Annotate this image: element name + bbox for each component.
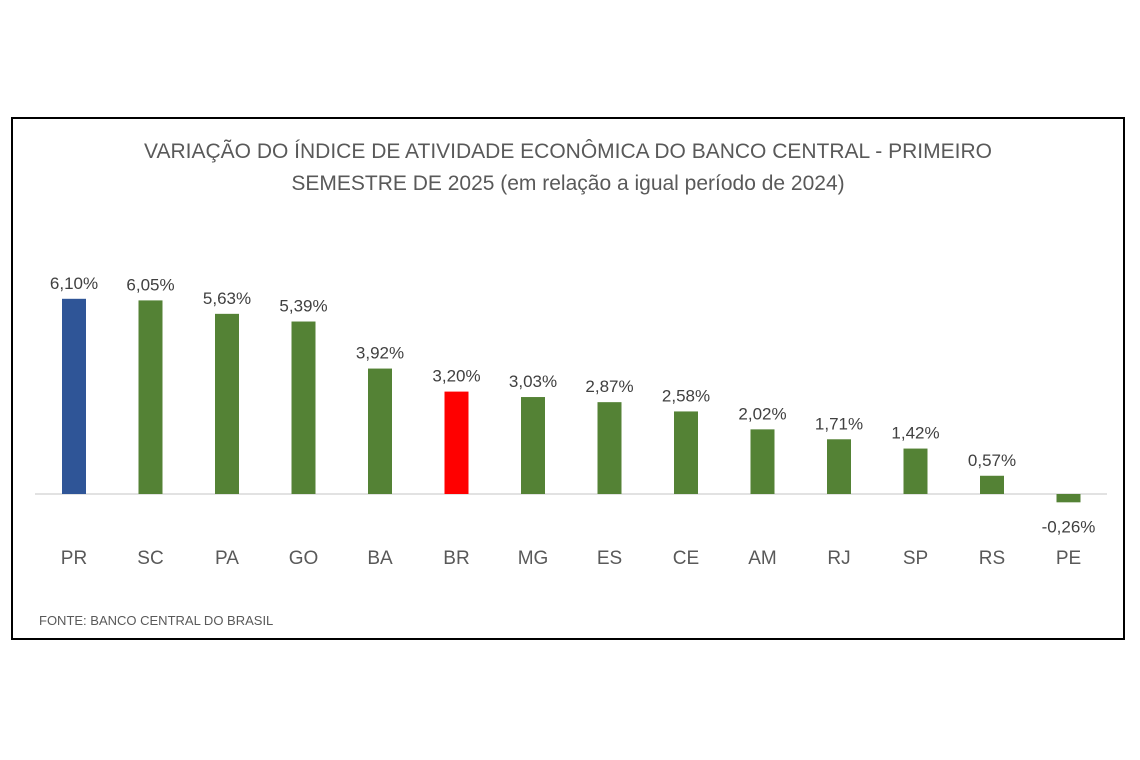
bar-es xyxy=(597,402,622,494)
chart-source: FONTE: BANCO CENTRAL DO BRASIL xyxy=(39,613,274,628)
x-tick-label-mg: MG xyxy=(518,548,549,569)
x-tick-label-pa: PA xyxy=(215,548,239,569)
data-label-br: 3,20% xyxy=(432,367,480,386)
bar-am xyxy=(750,429,775,494)
bar-ba xyxy=(368,368,392,494)
bar-pe xyxy=(1056,494,1081,503)
x-tick-label-es: ES xyxy=(597,548,622,569)
chart-title-line-1: VARIAÇÃO DO ÍNDICE DE ATIVIDADE ECONÔMIC… xyxy=(144,140,992,163)
bar-pa xyxy=(215,313,239,494)
x-tick-label-pr: PR xyxy=(61,548,87,569)
x-tick-label-rs: RS xyxy=(979,548,1005,569)
x-tick-label-am: AM xyxy=(748,548,777,569)
bar-ce xyxy=(674,411,698,494)
bar-pr xyxy=(62,298,86,494)
chart-frame: VARIAÇÃO DO ÍNDICE DE ATIVIDADE ECONÔMIC… xyxy=(11,117,1125,640)
data-label-am: 2,02% xyxy=(738,404,786,423)
chart-title: VARIAÇÃO DO ÍNDICE DE ATIVIDADE ECONÔMIC… xyxy=(13,136,1123,200)
bar-mg xyxy=(521,397,545,494)
data-label-ce: 2,58% xyxy=(662,386,710,405)
x-tick-label-pe: PE xyxy=(1056,548,1081,569)
chart-plot: 6,10% PR 6,05% SC 5,63% PA 5,39% GO 3,92% BA 3,20%… xyxy=(35,274,1107,569)
bar-rj xyxy=(827,439,851,494)
data-label-pr: 6,10% xyxy=(50,274,98,293)
x-tick-label-ba: BA xyxy=(367,548,393,569)
data-label-rj: 1,71% xyxy=(815,414,863,433)
data-label-sc: 6,05% xyxy=(126,275,174,294)
bar-sp xyxy=(903,448,928,494)
x-tick-label-go: GO xyxy=(289,548,319,569)
x-tick-label-rj: RJ xyxy=(827,548,850,569)
data-label-go: 5,39% xyxy=(279,297,327,316)
data-label-rs: 0,57% xyxy=(968,451,1016,470)
bar-br xyxy=(444,391,469,494)
data-label-ba: 3,92% xyxy=(356,344,404,363)
x-tick-label-ce: CE xyxy=(673,548,699,569)
x-tick-label-sc: SC xyxy=(137,548,163,569)
bar-sc xyxy=(138,300,163,494)
data-label-es: 2,87% xyxy=(585,377,633,396)
data-label-mg: 3,03% xyxy=(509,372,557,391)
data-label-pa: 5,63% xyxy=(203,289,251,308)
bar-rs xyxy=(980,475,1004,494)
bar-go xyxy=(291,321,316,494)
data-label-pe: -0,26% xyxy=(1042,517,1096,536)
x-tick-label-br: BR xyxy=(443,548,469,569)
x-tick-label-sp: SP xyxy=(903,548,928,569)
chart-title-line-2: SEMESTRE DE 2025 (em relação a igual per… xyxy=(291,172,845,195)
data-label-sp: 1,42% xyxy=(891,424,939,443)
